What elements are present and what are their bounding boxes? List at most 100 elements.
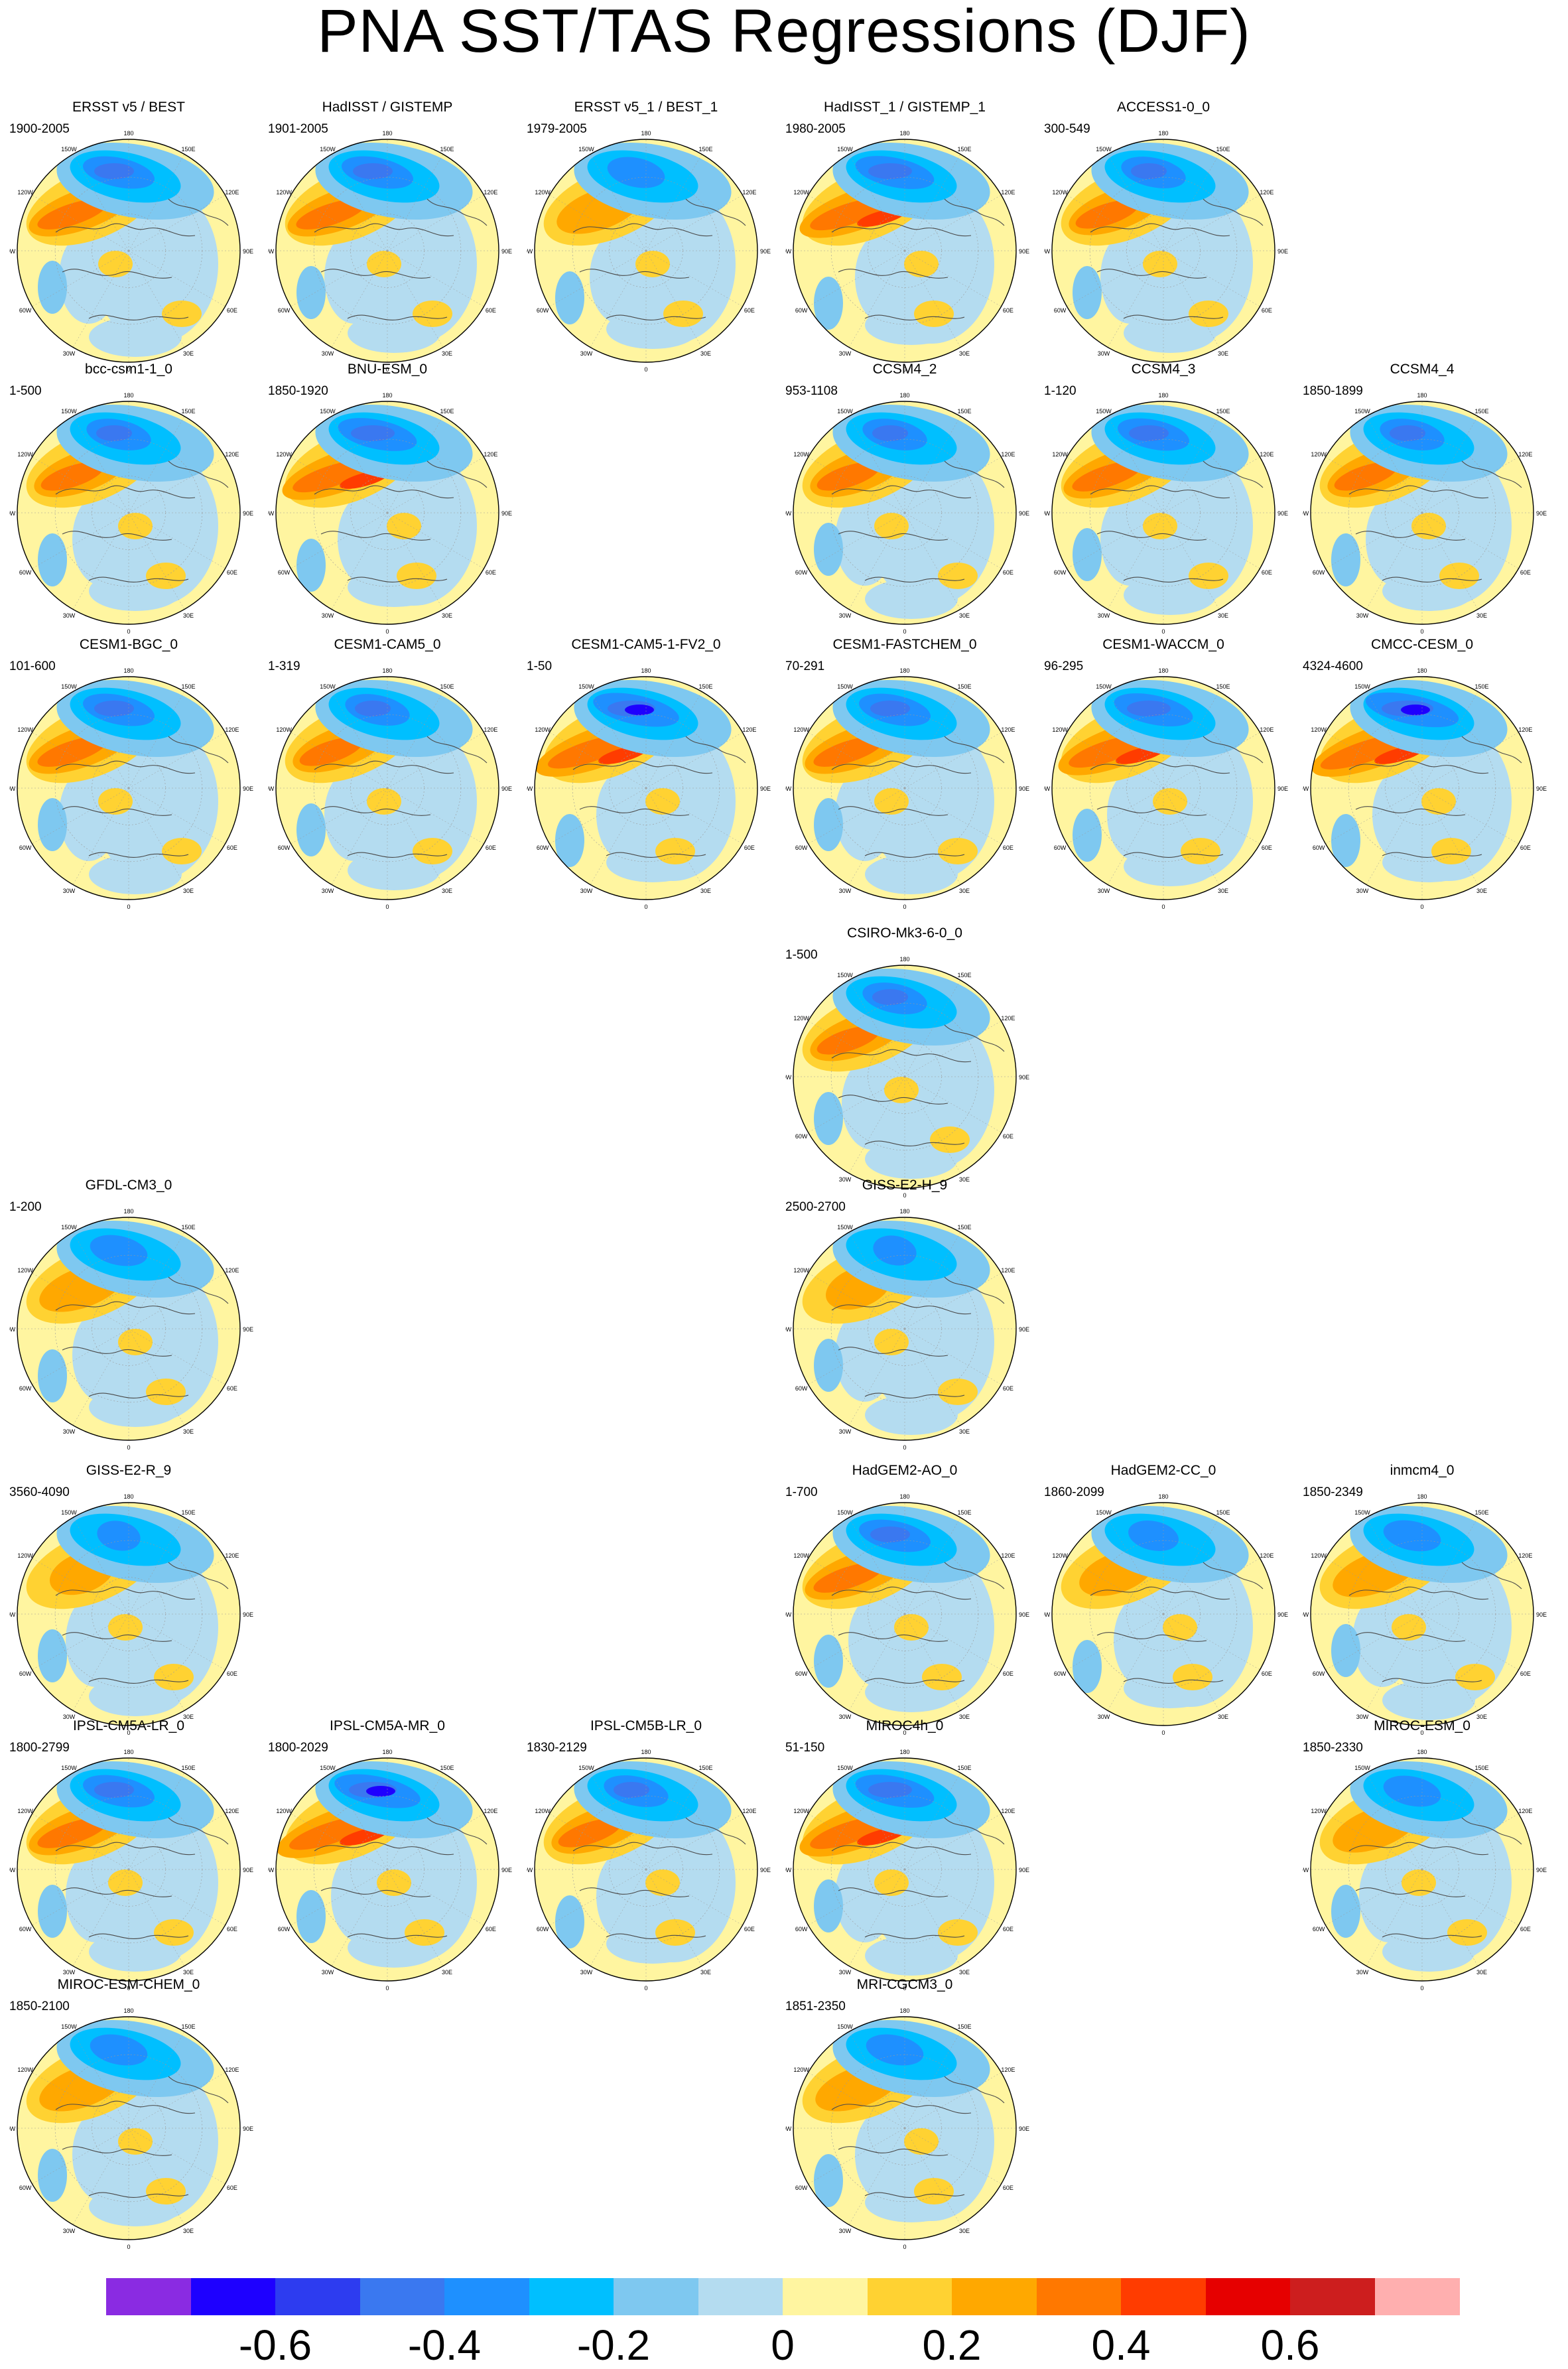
panel-title: IPSL-CM5B-LR_0 [590, 1718, 702, 1733]
panel-years: 1860-2099 [1044, 1485, 1104, 1499]
longitude-label: 30E [959, 1428, 970, 1435]
polar-map: 180 150E 120E 90E 60E 30E 0 30W 60W 90W 120W 150W [268, 392, 512, 634]
longitude-label: 150E [1216, 146, 1230, 153]
panel-years: 1850-2330 [1303, 1741, 1363, 1755]
longitude-label: 30E [959, 612, 970, 619]
polar-map: 180 150E 120E 90E 60E 30E 0 30W 60W 90W 120W 150W [9, 392, 253, 634]
longitude-label: 90E [501, 785, 512, 792]
longitude-label: 60E [227, 307, 237, 314]
polar-map: 180 150E 120E 90E 60E 30E 0 30W 60W 90W 120W 150W [785, 1208, 1029, 1450]
longitude-label: 150E [957, 1224, 971, 1231]
map-panel: CESM1-CAM5-1-FV2_0 180 150E 120E 90E 60E 30E 0 3… [527, 637, 779, 909]
longitude-label: 120E [1260, 726, 1274, 733]
longitude-label: 90W [9, 1867, 16, 1873]
longitude-label: 60E [227, 569, 237, 576]
longitude-label: 180 [899, 130, 909, 137]
colorbar-tick-label: 0.4 [1091, 2321, 1151, 2369]
longitude-label: 60E [1003, 845, 1013, 851]
longitude-label: 150W [1354, 683, 1370, 690]
longitude-label: 150W [837, 408, 853, 415]
longitude-label: 30W [839, 1714, 852, 1720]
longitude-label: 180 [382, 130, 392, 137]
longitude-label: 60W [795, 2185, 808, 2191]
longitude-label: 60W [19, 1385, 32, 1392]
longitude-label: 30W [1356, 612, 1369, 619]
longitude-label: 150W [1096, 408, 1112, 415]
map-panel: CCSM4_2 180 150E 120E 90E 60E 30E 0 30W 60W 90W 120… [785, 362, 1037, 634]
longitude-label: 60W [278, 569, 291, 576]
polar-map: 180 150E 120E 90E 60E 30E 0 30W 60W 90W 120W 150W [785, 392, 1029, 634]
longitude-label: 120W [793, 1267, 809, 1274]
panel-title: GISS-E2-H_9 [862, 1178, 948, 1193]
longitude-label: 30E [442, 1969, 452, 1976]
panel-years: 70-291 [785, 659, 825, 673]
longitude-label: 60E [744, 307, 755, 314]
colorbar-swatch [1374, 2278, 1460, 2315]
colorbar-swatch [359, 2278, 445, 2315]
longitude-label: 90W [527, 1867, 533, 1873]
panel-title: IPSL-CM5A-MR_0 [330, 1718, 445, 1733]
longitude-label: 30E [1476, 888, 1487, 894]
longitude-label: 150E [698, 146, 712, 153]
map-panel: MIROC-ESM_0 180 150E 120E 90E 60E 30E 0 30W 60W 90… [1303, 1718, 1555, 1990]
longitude-label: 60W [795, 1385, 808, 1392]
longitude-label: 120E [1518, 451, 1532, 458]
colorbar-swatch [1290, 2278, 1375, 2315]
longitude-label: 30E [442, 612, 452, 619]
panel-years: 101-600 [9, 659, 56, 673]
longitude-label: 0 [385, 628, 389, 634]
panel-years: 1851-2350 [785, 1999, 846, 2013]
longitude-label: 180 [1417, 667, 1427, 674]
longitude-label: 120E [1518, 1552, 1532, 1559]
longitude-label: 90E [501, 510, 512, 517]
longitude-label: 90W [9, 1326, 16, 1333]
longitude-label: 150E [957, 1509, 971, 1516]
longitude-label: 60W [537, 307, 549, 314]
longitude-label: 30E [1218, 1714, 1228, 1720]
polar-map: 180 150E 120E 90E 60E 30E 0 30W 60W 90W 120W 150W [268, 667, 512, 909]
longitude-label: 0 [385, 366, 389, 372]
longitude-label: 90W [268, 785, 275, 792]
longitude-label: 90E [1019, 785, 1029, 792]
longitude-label: 180 [899, 956, 909, 963]
longitude-label: 180 [1158, 1493, 1168, 1500]
longitude-label: 180 [123, 667, 133, 674]
longitude-label: 60E [227, 1385, 237, 1392]
longitude-label: 150W [1354, 1765, 1370, 1771]
longitude-label: 90W [1044, 785, 1051, 792]
panel-years: 1980-2005 [785, 122, 846, 136]
panel-title: CESM1-CAM5-1-FV2_0 [571, 637, 721, 652]
longitude-label: 0 [903, 1192, 906, 1197]
map-panel: HadISST_1 / GISTEMP_1 180 150E 120E 90E 60E 30… [785, 100, 1037, 372]
longitude-label: 30E [183, 612, 194, 619]
longitude-label: 120E [225, 189, 239, 196]
longitude-label: 90W [527, 248, 533, 255]
longitude-label: 60W [795, 569, 808, 576]
panel-title: MIROC-ESM_0 [1374, 1718, 1470, 1733]
panel-years: 1850-2100 [9, 1999, 70, 2013]
figure-title: PNA SST/TAS Regressions (DJF) [317, 0, 1251, 65]
longitude-label: 90W [9, 2126, 16, 2132]
longitude-label: 60W [19, 1926, 32, 1932]
longitude-label: 150W [837, 1224, 853, 1231]
longitude-label: 90W [268, 248, 275, 255]
longitude-label: 60W [795, 1926, 808, 1932]
longitude-label: 150W [61, 1765, 77, 1771]
longitude-label: 150E [440, 408, 454, 415]
map-panel: CSIRO-Mk3-6-0_0 180 150E 120E 90E 60E 30E 0 30W 6… [785, 925, 1037, 1197]
longitude-label: 0 [903, 1444, 906, 1450]
longitude-label: 30W [63, 612, 76, 619]
longitude-label: 60E [486, 845, 496, 851]
longitude-label: 120W [793, 189, 809, 196]
longitude-label: 30E [1476, 1969, 1487, 1976]
panel-years: 1900-2005 [9, 122, 70, 136]
panel-years: 51-150 [785, 1741, 825, 1755]
longitude-label: 90E [501, 1867, 512, 1873]
longitude-label: 90W [268, 1867, 275, 1873]
longitude-label: 30W [322, 888, 334, 894]
panel-title: inmcm4_0 [1390, 1463, 1455, 1478]
longitude-label: 60W [1313, 569, 1325, 576]
longitude-label: 150W [837, 2023, 853, 2030]
longitude-label: 90E [243, 1326, 253, 1333]
longitude-label: 180 [899, 1749, 909, 1755]
